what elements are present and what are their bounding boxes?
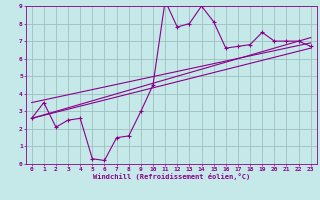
X-axis label: Windchill (Refroidissement éolien,°C): Windchill (Refroidissement éolien,°C) [92, 173, 250, 180]
